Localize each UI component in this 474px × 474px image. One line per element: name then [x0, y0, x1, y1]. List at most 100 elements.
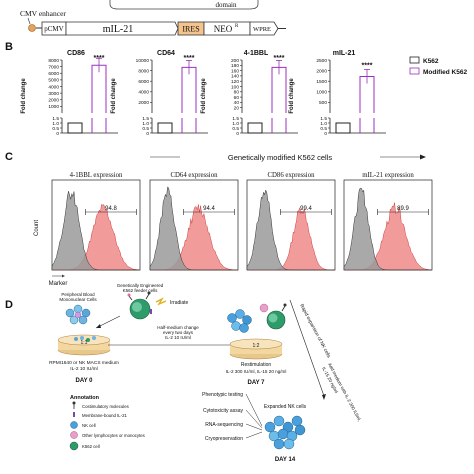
histogram-2: CD64 expression 94.4 [149, 172, 239, 271]
tick-label: 8000 [138, 68, 149, 74]
membrane-il21-icon [73, 412, 75, 417]
domain-label: domain [216, 1, 237, 9]
assay-arrows [245, 393, 263, 439]
histogram-title: mIL-21 expression [362, 172, 414, 179]
irradiate-label: Irradiate [170, 300, 189, 306]
svg-text:K562 cell: K562 cell [82, 444, 100, 449]
svg-text:pCMV: pCMV [44, 25, 63, 33]
svg-text:NK cell: NK cell [82, 423, 96, 428]
tick-label: 1000 [316, 90, 327, 96]
pbmc-cells-icon [65, 304, 91, 325]
nk-cells-cluster-icon [264, 415, 306, 450]
tick-label: 6000 [138, 79, 149, 85]
tick-label: 0.5 [142, 126, 149, 132]
expanded-label: Expanded NK cells [264, 404, 307, 410]
bar-k562 [335, 122, 351, 134]
histogram-4: mIL-21 expression 89.9 [343, 172, 433, 271]
control-histogram [343, 187, 432, 271]
dish-day7-icon [229, 338, 283, 360]
svg-text:WPRE: WPRE [253, 26, 271, 33]
tick-label: 0 [56, 131, 59, 137]
bar-modified-lower [359, 118, 375, 133]
tick-label: 0 [236, 131, 239, 137]
gate-percent: 94.8 [105, 206, 117, 212]
svg-text:mIL-21: mIL-21 [103, 24, 134, 35]
chart-title: mIL-21 [333, 50, 356, 57]
assay-cryo: Cryopreservation [205, 436, 243, 442]
annotation-title: Annotation [70, 395, 100, 401]
tick-label: 1000 [48, 104, 59, 110]
svg-text:Costimulatory molecules: Costimulatory molecules [82, 404, 129, 409]
tick-label: 200 [231, 58, 239, 64]
tick-label: 2000 [138, 100, 149, 106]
tick-label: 180 [231, 63, 239, 69]
gate-percent: 94.4 [203, 206, 215, 212]
y-axis-label: Fold change [201, 78, 207, 114]
annotation-list: Costimulatory molecules Membrane-bound I… [69, 401, 145, 451]
bar-modified-lower [271, 118, 287, 133]
tick-label: 2500 [316, 58, 327, 64]
bar-chart-cd86: CD86 Fold change 00.51.01.5 100020003000400… [21, 50, 118, 137]
tick-label: 500 [319, 100, 327, 106]
histogram-title: 4-1BBL expression [70, 172, 123, 179]
control-histogram [246, 189, 335, 271]
tick-label: 20 [234, 106, 240, 112]
svg-text:R: R [235, 24, 239, 29]
tick-label: 160 [231, 68, 239, 74]
significance-stars: **** [94, 55, 105, 62]
tick-label: 5000 [48, 78, 59, 84]
restim-cells-icon [227, 303, 287, 333]
feeder-cell-icon [127, 291, 152, 320]
bar-modified-lower [91, 118, 107, 133]
svg-text:Restimulation: Restimulation [241, 362, 272, 368]
histograms: 4-1BBL expression 94.8 CD64 expression 94.4… [51, 172, 433, 271]
legend-swatch-modified [409, 67, 420, 75]
bar-k562 [157, 122, 173, 134]
other-lymphocyte-icon [70, 431, 78, 439]
tick-label: 1.5 [142, 116, 149, 122]
tick-label: 8000 [48, 58, 59, 64]
tick-label: 6000 [48, 71, 59, 77]
panel-c-header: Genetically modified K562 cells [228, 153, 332, 162]
day7-label: DAY 7 [247, 380, 265, 386]
bar-chart-cd64: CD64 Fold change 00.51.01.5 2000 4000 6000 800… [111, 50, 208, 137]
panel-d-letter: D [5, 299, 13, 311]
svg-text:IL-2 10 IU/ml: IL-2 10 IU/ml [165, 335, 191, 340]
assay-rnaseq: RNA-sequencing [205, 422, 243, 428]
costim-icon [72, 401, 76, 405]
day0-label: DAY 0 [75, 378, 93, 384]
significance-stars: **** [362, 63, 373, 70]
svg-text:IL-2 300 IU/ml, IL-15 20 ng/ml: IL-2 300 IU/ml, IL-15 20 ng/ml [226, 369, 287, 374]
tick-label: 2000 [316, 68, 327, 74]
histogram-title: CD86 expression [267, 172, 315, 179]
svg-text:every two days: every two days [163, 330, 194, 335]
tick-label: 40 [234, 100, 240, 106]
panel-c-letter: C [5, 151, 13, 163]
svg-text:IRES: IRES [182, 25, 199, 34]
panel-c: C Genetically modified K562 cells 4-1BBL… [5, 151, 433, 287]
tick-label: 0 [324, 131, 327, 137]
tick-label: 80 [234, 90, 240, 96]
bar-modified-lower [181, 118, 197, 133]
hist-xlabel: Marker [49, 281, 68, 287]
tick-label: 0.5 [52, 126, 59, 132]
svg-text:Other lymphocytes or monocytes: Other lymphocytes or monocytes [82, 433, 145, 438]
control-histogram [149, 186, 238, 271]
tick-label: 1.0 [52, 121, 59, 127]
segment-wpre [249, 21, 279, 36]
legend-label-k562: K562 [423, 58, 439, 65]
panel-b-letter: B [5, 41, 13, 53]
panel-d: D Peripheral Blood Mononuclear Cells Gen… [5, 283, 362, 463]
histogram-title: CD64 expression [170, 172, 218, 179]
tick-label: 120 [231, 79, 239, 85]
cmv-enhancer-label: CMV enhancer [20, 9, 66, 18]
panel-a: domain CMV enhancer pCMV mIL-21 IRES NEO… [20, 0, 286, 36]
tick-label: 1.5 [232, 116, 239, 122]
histogram-1: 4-1BBL expression 94.8 [51, 172, 141, 271]
svg-text:K562 feeder cells: K562 feeder cells [123, 288, 159, 293]
tick-label: 4000 [48, 84, 59, 90]
histogram-3: CD86 expression 99.4 [246, 172, 336, 271]
